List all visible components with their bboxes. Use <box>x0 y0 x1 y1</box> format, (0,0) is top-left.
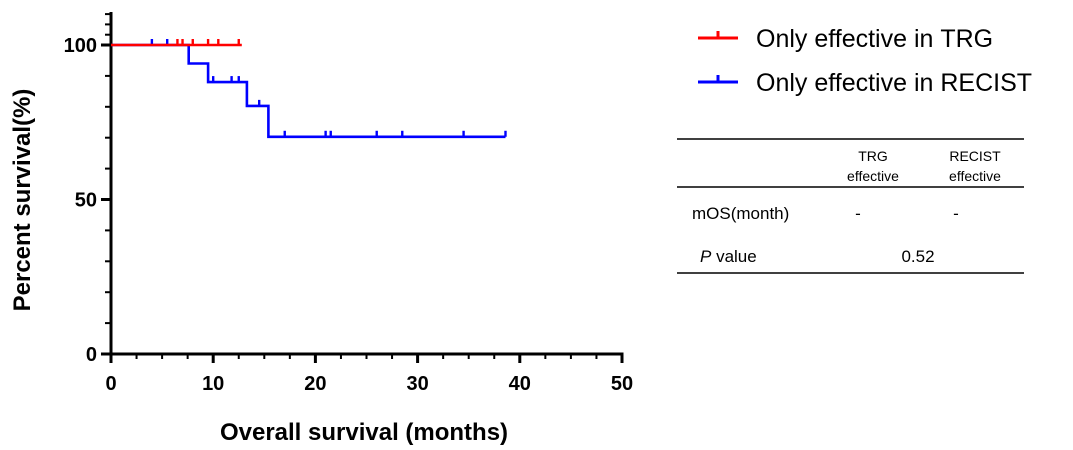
y-tick-label: 0 <box>86 344 97 366</box>
x-tick-label: 50 <box>611 373 633 395</box>
cell-pvalue: 0.52 <box>901 247 934 266</box>
cell-mos-trg: - <box>855 204 861 223</box>
col-header-trg-line2: effective <box>847 168 899 184</box>
row-label-pvalue: P value <box>700 247 757 266</box>
x-tick-label: 0 <box>105 373 116 395</box>
tick-labels: 0 10 20 30 40 50 0 50 100 <box>64 35 634 395</box>
x-tick-label: 40 <box>509 373 531 395</box>
y-tick-label: 50 <box>75 190 97 212</box>
x-tick-label: 10 <box>202 373 224 395</box>
pvalue-label-rest: value <box>711 247 756 266</box>
series-recist <box>111 39 507 139</box>
col-header-trg-line1: TRG <box>858 148 888 164</box>
axes <box>101 12 624 363</box>
cell-mos-recist: - <box>953 204 959 223</box>
summary-table: TRG effective RECIST effective mOS(month… <box>677 138 1024 274</box>
x-tick-label: 20 <box>304 373 326 395</box>
series-trg <box>111 39 242 47</box>
curves <box>111 39 507 139</box>
row-label-mos: mOS(month) <box>692 204 789 223</box>
y-tick-label: 100 <box>64 35 97 57</box>
col-header-recist-line2: effective <box>949 168 1001 184</box>
legend-label-recist: Only effective in RECIST <box>756 69 1032 97</box>
legend-label-trg: Only effective in TRG <box>756 25 993 53</box>
legend: Only effective in TRG Only effective in … <box>698 25 1032 97</box>
survival-curve <box>111 43 506 139</box>
pvalue-italic-p: P <box>700 247 712 266</box>
x-tick-label: 30 <box>406 373 428 395</box>
y-axis-title: Percent survival(%) <box>9 89 36 312</box>
col-header-recist-line1: RECIST <box>949 148 1001 164</box>
x-axis-title: Overall survival (months) <box>220 419 508 446</box>
